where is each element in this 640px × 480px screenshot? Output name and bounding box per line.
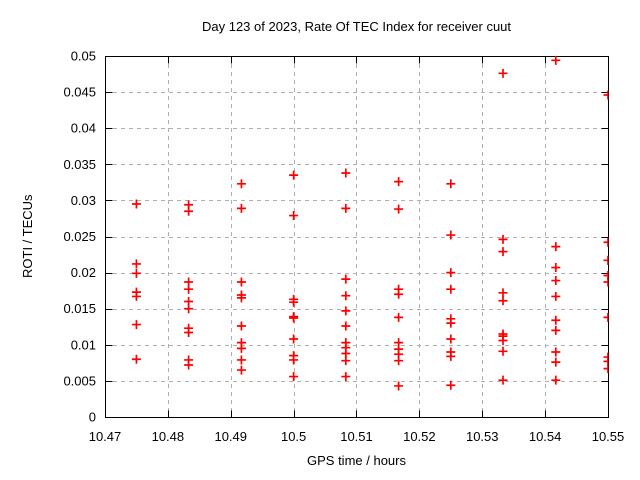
data-point-marker (131, 291, 141, 301)
data-point-marker (236, 365, 246, 375)
data-point-marker (341, 356, 351, 366)
y-tick-label: 0 (89, 410, 96, 425)
data-point-marker (551, 291, 561, 301)
data-point-marker (184, 206, 194, 216)
x-tick-label: 10.54 (529, 429, 562, 444)
chart-title: Day 123 of 2023, Rate Of TEC Index for r… (201, 19, 512, 34)
data-points-group (131, 55, 609, 391)
data-point-marker (236, 293, 246, 303)
data-point-marker (236, 321, 246, 331)
x-tick-label: 10.53 (466, 429, 499, 444)
y-tick-label: 0.02 (71, 265, 96, 280)
data-point-marker (551, 242, 561, 252)
data-point-marker (498, 288, 508, 298)
data-point-marker (289, 297, 299, 307)
data-point-marker (131, 320, 141, 330)
data-point-marker (394, 204, 404, 214)
y-axis-label: ROTI / TECUs (20, 194, 35, 278)
x-tick-label: 10.48 (152, 429, 185, 444)
data-point-marker (551, 55, 561, 65)
data-point-marker (498, 346, 508, 356)
data-point-marker (341, 203, 351, 213)
y-tick-label: 0.035 (63, 157, 96, 172)
data-point-marker (498, 335, 508, 345)
y-tick-label: 0.01 (71, 337, 96, 352)
data-point-marker (289, 211, 299, 221)
data-point-marker (289, 170, 299, 180)
data-point-marker (236, 179, 246, 189)
x-tick-label: 10.5 (281, 429, 306, 444)
data-point-marker (498, 247, 508, 257)
data-point-marker (236, 355, 246, 365)
data-point-marker (394, 381, 404, 391)
data-point-marker (131, 268, 141, 278)
data-point-marker (446, 230, 456, 240)
data-point-marker (446, 284, 456, 294)
data-point-marker (551, 347, 561, 357)
data-point-marker (603, 237, 609, 247)
x-tick-label: 10.51 (340, 429, 373, 444)
data-point-marker (341, 321, 351, 331)
data-point-marker (394, 356, 404, 366)
data-point-marker (551, 325, 561, 335)
data-point-marker (498, 68, 508, 78)
data-point-marker (551, 276, 561, 286)
data-point-marker (603, 364, 609, 374)
data-point-marker (341, 291, 351, 301)
data-point-marker (184, 328, 194, 338)
x-tick-label: 10.55 (592, 429, 625, 444)
data-point-marker (446, 268, 456, 278)
data-point-marker (446, 179, 456, 189)
data-point-marker (498, 234, 508, 244)
data-point-marker (289, 355, 299, 365)
data-point-marker (603, 312, 609, 322)
data-point-marker (131, 259, 141, 269)
data-point-marker (551, 357, 561, 367)
data-point-marker (236, 343, 246, 353)
data-point-marker (498, 375, 508, 385)
data-point-marker (498, 296, 508, 306)
data-point-marker (341, 306, 351, 316)
data-point-marker (551, 315, 561, 325)
data-point-marker (289, 334, 299, 344)
data-point-marker (446, 334, 456, 344)
data-point-marker (131, 199, 141, 209)
data-point-marker (446, 380, 456, 390)
data-point-marker (341, 168, 351, 178)
x-tick-label: 10.47 (89, 429, 122, 444)
data-point-marker (131, 354, 141, 364)
data-point-marker (603, 277, 609, 287)
y-tick-label: 0.05 (71, 49, 96, 64)
data-point-marker (394, 312, 404, 322)
y-tick-label: 0.04 (71, 121, 96, 136)
x-tick-label: 10.49 (214, 429, 247, 444)
y-tick-label: 0.015 (63, 301, 96, 316)
data-point-marker (394, 177, 404, 187)
data-point-marker (603, 90, 609, 100)
data-point-marker (184, 360, 194, 370)
data-point-marker (184, 304, 194, 314)
data-point-marker (551, 263, 561, 273)
data-point-marker (184, 284, 194, 294)
x-axis-label: GPS time / hours (307, 453, 406, 468)
data-point-marker (394, 289, 404, 299)
y-tick-label: 0.045 (63, 85, 96, 100)
data-point-marker (341, 372, 351, 382)
data-point-marker (446, 351, 456, 361)
data-point-marker (341, 274, 351, 284)
y-tick-label: 0.03 (71, 193, 96, 208)
y-tick-label: 0.025 (63, 229, 96, 244)
y-tick-label: 0.005 (63, 373, 96, 388)
data-point-marker (289, 313, 299, 323)
data-point-marker (446, 318, 456, 328)
data-point-marker (236, 277, 246, 287)
x-tick-label: 10.52 (403, 429, 436, 444)
data-point-marker (551, 375, 561, 385)
data-point-marker (603, 255, 609, 265)
data-point-marker (289, 372, 299, 382)
data-point-marker (236, 203, 246, 213)
